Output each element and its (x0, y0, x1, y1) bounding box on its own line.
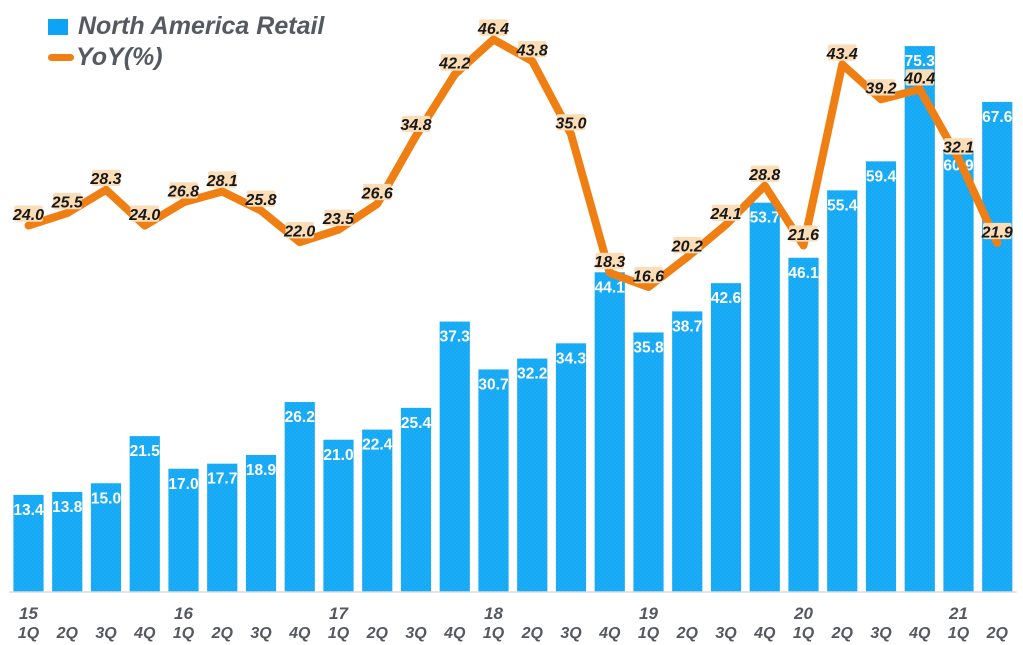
svg-text:16.6: 16.6 (633, 268, 664, 285)
svg-text:2Q: 2Q (56, 625, 79, 642)
svg-text:3Q: 3Q (870, 625, 892, 642)
svg-text:15.0: 15.0 (91, 490, 121, 507)
svg-text:1Q: 1Q (18, 625, 40, 642)
svg-text:30.7: 30.7 (478, 376, 508, 393)
svg-text:21.6: 21.6 (787, 227, 819, 244)
svg-text:2Q: 2Q (676, 625, 699, 642)
svg-text:26.2: 26.2 (285, 409, 315, 426)
svg-text:46.4: 46.4 (477, 21, 509, 38)
svg-text:17: 17 (329, 604, 349, 623)
svg-text:13.8: 13.8 (52, 499, 83, 516)
svg-text:1Q: 1Q (483, 625, 505, 642)
svg-text:25.4: 25.4 (401, 415, 432, 432)
svg-text:2Q: 2Q (986, 625, 1009, 642)
svg-text:20: 20 (793, 604, 813, 623)
svg-text:32.2: 32.2 (517, 366, 547, 383)
svg-text:40.4: 40.4 (903, 71, 935, 88)
svg-text:32.1: 32.1 (943, 140, 974, 157)
svg-text:17.7: 17.7 (207, 471, 237, 488)
svg-text:44.1: 44.1 (595, 279, 626, 296)
svg-text:67.6: 67.6 (982, 109, 1013, 126)
svg-text:24.1: 24.1 (709, 206, 741, 223)
svg-text:21.9: 21.9 (981, 224, 1013, 241)
svg-text:1Q: 1Q (328, 625, 350, 642)
svg-text:24.0: 24.0 (12, 207, 44, 224)
svg-text:3Q: 3Q (250, 625, 272, 642)
svg-text:21.5: 21.5 (130, 443, 161, 460)
svg-text:3Q: 3Q (715, 625, 737, 642)
svg-text:18.3: 18.3 (594, 254, 625, 271)
svg-text:42.2: 42.2 (438, 56, 470, 73)
svg-text:18.9: 18.9 (246, 462, 277, 479)
svg-text:26.8: 26.8 (167, 184, 199, 201)
svg-text:1Q: 1Q (948, 625, 970, 642)
svg-text:35.0: 35.0 (555, 116, 586, 133)
svg-text:21.0: 21.0 (323, 447, 353, 464)
svg-text:19: 19 (639, 604, 658, 623)
svg-text:2Q: 2Q (831, 625, 854, 642)
svg-text:43.8: 43.8 (516, 42, 548, 59)
svg-text:22.0: 22.0 (283, 224, 315, 241)
svg-text:1Q: 1Q (638, 625, 660, 642)
svg-text:16: 16 (174, 604, 193, 623)
svg-text:1Q: 1Q (793, 625, 815, 642)
svg-text:28.1: 28.1 (206, 173, 238, 190)
svg-text:28.3: 28.3 (89, 171, 121, 188)
svg-text:3Q: 3Q (95, 625, 117, 642)
svg-text:4Q: 4Q (133, 625, 156, 642)
svg-text:59.4: 59.4 (866, 168, 897, 185)
svg-text:21: 21 (948, 604, 968, 623)
svg-text:4Q: 4Q (753, 625, 776, 642)
svg-text:4Q: 4Q (288, 625, 311, 642)
svg-text:4Q: 4Q (598, 625, 621, 642)
svg-text:18: 18 (484, 604, 503, 623)
svg-text:2Q: 2Q (366, 625, 389, 642)
svg-text:37.3: 37.3 (440, 329, 471, 346)
svg-text:39.2: 39.2 (865, 81, 896, 98)
svg-text:17.0: 17.0 (168, 476, 198, 493)
svg-text:3Q: 3Q (405, 625, 427, 642)
svg-text:38.7: 38.7 (672, 318, 702, 335)
svg-text:35.8: 35.8 (633, 339, 664, 356)
svg-text:4Q: 4Q (443, 625, 466, 642)
svg-text:2Q: 2Q (211, 625, 234, 642)
svg-text:25.5: 25.5 (51, 194, 84, 211)
svg-text:55.4: 55.4 (827, 197, 858, 214)
svg-text:24.0: 24.0 (128, 207, 160, 224)
svg-text:53.7: 53.7 (750, 210, 780, 227)
svg-text:22.4: 22.4 (362, 437, 393, 454)
svg-text:25.8: 25.8 (244, 192, 276, 209)
svg-text:13.4: 13.4 (13, 502, 44, 519)
svg-text:28.8: 28.8 (748, 167, 780, 184)
svg-text:42.6: 42.6 (711, 290, 742, 307)
svg-text:43.4: 43.4 (826, 46, 858, 63)
svg-text:3Q: 3Q (560, 625, 582, 642)
svg-text:15: 15 (19, 604, 38, 623)
svg-text:46.1: 46.1 (788, 265, 819, 282)
svg-text:20.2: 20.2 (671, 238, 703, 255)
svg-text:4Q: 4Q (908, 625, 931, 642)
svg-text:23.5: 23.5 (322, 211, 355, 228)
svg-text:1Q: 1Q (173, 625, 195, 642)
svg-text:34.8: 34.8 (400, 117, 431, 134)
svg-text:34.3: 34.3 (556, 350, 587, 367)
svg-text:26.6: 26.6 (361, 185, 393, 202)
svg-text:2Q: 2Q (521, 625, 544, 642)
svg-text:75.3: 75.3 (905, 53, 936, 70)
